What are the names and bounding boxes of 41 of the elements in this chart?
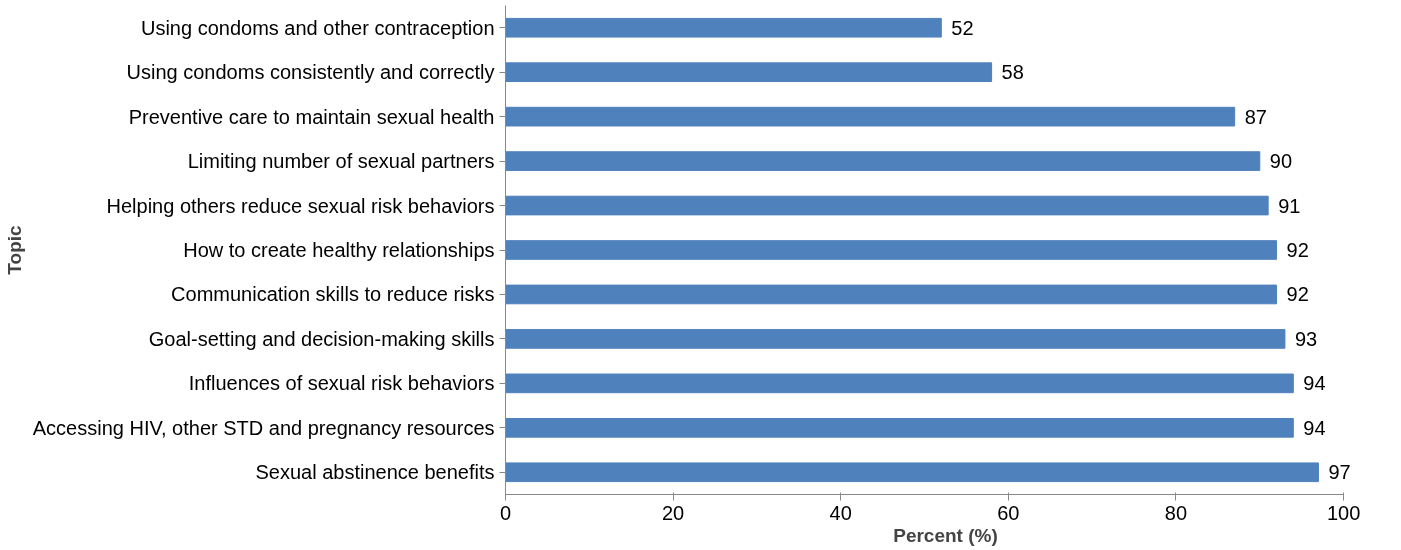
y-tick-label: Communication skills to reduce risks <box>171 283 495 306</box>
y-tick-label: How to create healthy relationships <box>183 239 495 261</box>
bar <box>505 240 1278 260</box>
data-label: 93 <box>1294 327 1318 350</box>
x-tick-label: 60 <box>997 501 1020 524</box>
bar <box>505 151 1261 171</box>
x-tick-label: 100 <box>1326 501 1361 524</box>
data-label: 90 <box>1269 150 1293 173</box>
y-tick-label: Accessing HIV, other STD and pregnancy resources <box>32 416 495 439</box>
data-label: 94 <box>1303 372 1326 395</box>
y-tick-label: Preventive care to maintain sexual health <box>128 105 495 128</box>
y-tick-label: Sexual abstinence benefits <box>255 461 495 484</box>
bar <box>505 17 942 38</box>
data-label: 91 <box>1278 194 1301 217</box>
y-tick-label: Using condoms and other contraception <box>140 16 495 39</box>
data-label: 87 <box>1244 105 1267 128</box>
y-axis-title: Topic <box>3 224 25 275</box>
x-tick-label: 40 <box>829 501 852 524</box>
data-label: 52 <box>951 16 974 39</box>
bar <box>505 284 1278 305</box>
bar <box>505 329 1286 349</box>
x-axis-title: Percent (%) <box>893 524 998 546</box>
y-tick-label: Influences of sexual risk behaviors <box>188 372 495 395</box>
bar <box>505 417 1294 438</box>
y-tick-label: Limiting number of sexual partners <box>187 150 495 173</box>
data-label: 92 <box>1286 239 1309 261</box>
data-label: 58 <box>1001 61 1024 84</box>
bar <box>505 373 1294 394</box>
bar <box>505 62 993 83</box>
bar <box>505 195 1269 216</box>
data-label: 94 <box>1303 416 1326 439</box>
data-label: 92 <box>1286 283 1309 306</box>
bar <box>505 462 1319 483</box>
y-tick-label: Helping others reduce sexual risk behaviors <box>106 194 495 217</box>
data-label: 97 <box>1328 461 1351 484</box>
y-tick-label: Goal-setting and decision-making skills <box>148 327 495 350</box>
x-tick-label: 20 <box>662 501 685 524</box>
y-tick-label: Using condoms consistently and correctly <box>126 61 495 84</box>
bar <box>505 106 1236 127</box>
x-tick-label: 80 <box>1164 501 1188 524</box>
x-tick-label: 0 <box>499 501 512 524</box>
